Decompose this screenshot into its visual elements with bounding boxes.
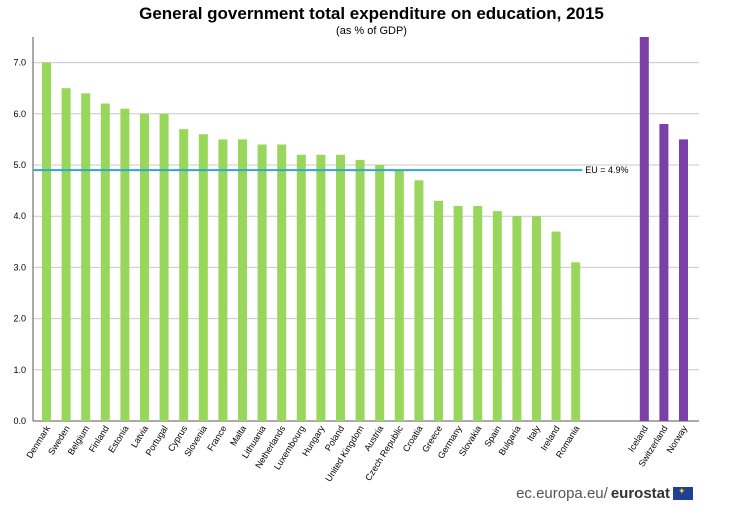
bar-latvia <box>140 113 149 422</box>
bar-portugal <box>159 113 169 422</box>
bar-greece <box>434 200 443 421</box>
bar-cyprus <box>179 129 189 421</box>
bar-hungary <box>316 154 326 421</box>
y-tick-label: 0.0 <box>13 416 26 426</box>
bar-estonia <box>120 108 130 422</box>
chart-title: General government total expenditure on … <box>139 4 604 23</box>
bar-italy <box>532 216 541 421</box>
y-tick-label: 4.0 <box>13 211 26 221</box>
source-footer: ec.europa.eu/eurostat <box>516 485 693 502</box>
x-tick-label: Denmark <box>24 423 52 460</box>
bar-luxembourg <box>296 154 306 421</box>
y-tick-label: 1.0 <box>13 365 26 375</box>
bar-lithuania <box>257 144 267 421</box>
bar-iceland <box>639 37 649 421</box>
bar-czech-republic <box>394 170 404 421</box>
bar-sweden <box>61 88 71 421</box>
x-tick-label: Norway <box>665 423 690 455</box>
bar-germany <box>453 205 463 421</box>
bar-netherlands <box>277 144 287 421</box>
y-tick-label: 2.0 <box>13 314 26 324</box>
y-tick-label: 6.0 <box>13 109 26 119</box>
footer-brand: eurostat <box>610 485 670 502</box>
bar-romania <box>571 262 581 421</box>
bar-slovenia <box>198 134 208 421</box>
bar-norway <box>679 139 688 421</box>
bar-malta <box>238 139 247 421</box>
bar-switzerland <box>659 124 669 421</box>
x-tick-label: Malta <box>228 424 248 448</box>
bar-belgium <box>81 93 91 421</box>
bar-ireland <box>551 231 561 421</box>
bar-slovakia <box>473 205 483 421</box>
x-tick-label: France <box>205 424 228 453</box>
y-tick-label: 7.0 <box>13 58 26 68</box>
bar-poland <box>336 154 345 421</box>
bar-united-kingdom <box>355 159 365 421</box>
x-tick-label: Italy <box>525 423 542 443</box>
eu-flag-icon <box>673 486 693 500</box>
x-tick-label: United Kingdom <box>323 424 365 484</box>
footer-domain: ec.europa.eu/ <box>516 485 608 502</box>
bar-finland <box>100 103 110 421</box>
bar-austria <box>375 165 385 421</box>
y-tick-label: 5.0 <box>13 160 26 170</box>
bar-denmark <box>42 62 51 421</box>
chart-subtitle: (as % of GDP) <box>336 25 407 37</box>
bar-france <box>218 139 228 421</box>
y-tick-label: 3.0 <box>13 262 26 272</box>
bar-croatia <box>414 180 424 421</box>
eu-reference-label: EU = 4.9% <box>585 165 628 175</box>
bar-spain <box>492 211 502 421</box>
bar-bulgaria <box>512 216 522 421</box>
